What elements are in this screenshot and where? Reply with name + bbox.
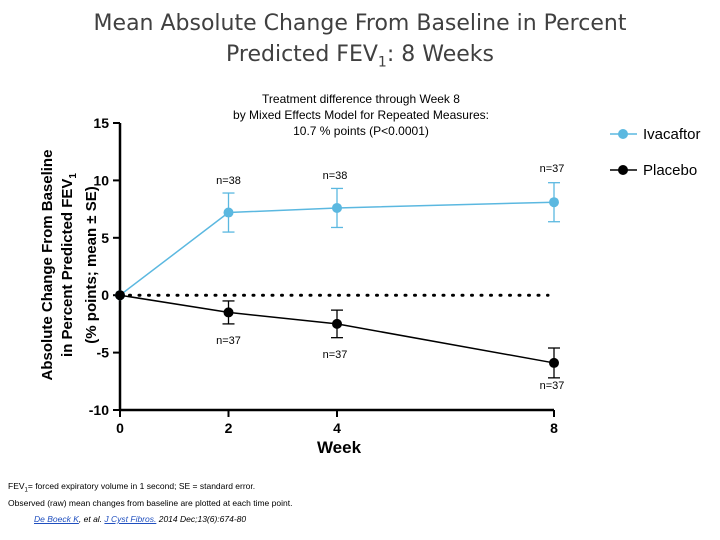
n-label: n=37 — [540, 380, 565, 392]
y-tick-label: -10 — [89, 402, 109, 418]
y-axis-label-line: (% points; mean ± SE) — [83, 186, 100, 343]
data-point — [332, 202, 342, 213]
legend-marker — [618, 129, 628, 139]
x-tick-label: 4 — [333, 420, 341, 436]
footnote-fev: FEV — [8, 481, 25, 491]
series-line-ivacaftor — [119, 201, 555, 296]
y-tick-label: 15 — [93, 115, 109, 131]
footnote: FEV1= forced expiratory volume in 1 seco… — [8, 480, 292, 509]
y-axis-label-line: Absolute Change From Baseline — [39, 150, 56, 381]
citation-rest: 2014 Dec;13(6):674-80 — [156, 514, 247, 524]
n-label: n=37 — [540, 163, 565, 175]
annotation-line-2: by Mixed Effects Model for Repeated Meas… — [233, 108, 489, 122]
citation-author-link[interactable]: De Boeck K — [34, 514, 79, 524]
chart-title: Mean Absolute Change From Baseline in Pe… — [0, 8, 720, 78]
x-tick-label: 0 — [116, 420, 124, 436]
legend-marker — [618, 165, 628, 175]
y-axis-label-line: in Percent Predicted FEV — [59, 179, 76, 357]
x-tick-label: 8 — [550, 420, 558, 436]
y-tick-label: 10 — [93, 172, 109, 188]
citation-middle: , et al. — [78, 514, 105, 524]
title-line-2-sub: 1 — [377, 54, 387, 71]
footnote-line-2: Observed (raw) mean changes from baselin… — [8, 497, 293, 508]
citation-journal-link[interactable]: J Cyst Fibros. — [104, 514, 157, 524]
data-point — [549, 197, 559, 208]
annotation-line-1: Treatment difference through Week 8 — [262, 92, 460, 106]
footnote-line-1: FEV1= forced expiratory volume in 1 seco… — [8, 480, 292, 497]
data-point — [115, 290, 125, 301]
y-tick-label: -5 — [97, 345, 110, 361]
legend-label-placebo: Placebo — [643, 162, 697, 179]
data-point — [549, 357, 559, 368]
n-label: n=37 — [323, 349, 348, 361]
annotation-line-3: 10.7 % points (P<0.0001) — [293, 124, 429, 138]
x-axis-label: Week — [317, 438, 362, 457]
data-point — [332, 318, 342, 329]
line-chart: 15 10 5 0 -5 -10 0 2 4 8 Week Absolute Change From … — [39, 92, 701, 457]
series-line-placebo — [119, 294, 555, 364]
x-tick-label: 2 — [225, 420, 233, 436]
citation: De Boeck K, et al. J Cyst Fibros. 2014 D… — [34, 514, 246, 524]
footnote-definitions: = forced expiratory volume in 1 second; … — [27, 481, 256, 491]
title-line-2-suffix: : 8 Weeks — [386, 42, 494, 67]
y-tick-label: 0 — [101, 287, 109, 303]
y-axis-label: Absolute Change From Baseline in Percent … — [39, 150, 100, 381]
title-line-2-prefix: Predicted FEV — [226, 42, 378, 67]
n-label: n=38 — [323, 170, 348, 182]
series-ivacaftor — [115, 182, 560, 301]
n-label: n=37 — [216, 335, 241, 347]
y-tick-label: 5 — [101, 230, 109, 246]
title-line-2: Predicted FEV1: 8 Weeks — [0, 39, 720, 78]
data-point — [223, 207, 234, 218]
y-axis-label-sub: 1 — [68, 173, 79, 179]
title-line-1: Mean Absolute Change From Baseline in Pe… — [93, 11, 627, 36]
data-point — [223, 307, 234, 318]
n-label: n=38 — [216, 175, 241, 187]
legend-label-ivacaftor: Ivacaftor — [643, 126, 701, 143]
series-placebo — [115, 290, 560, 379]
footnote-fev-sub: 1 — [24, 487, 28, 494]
